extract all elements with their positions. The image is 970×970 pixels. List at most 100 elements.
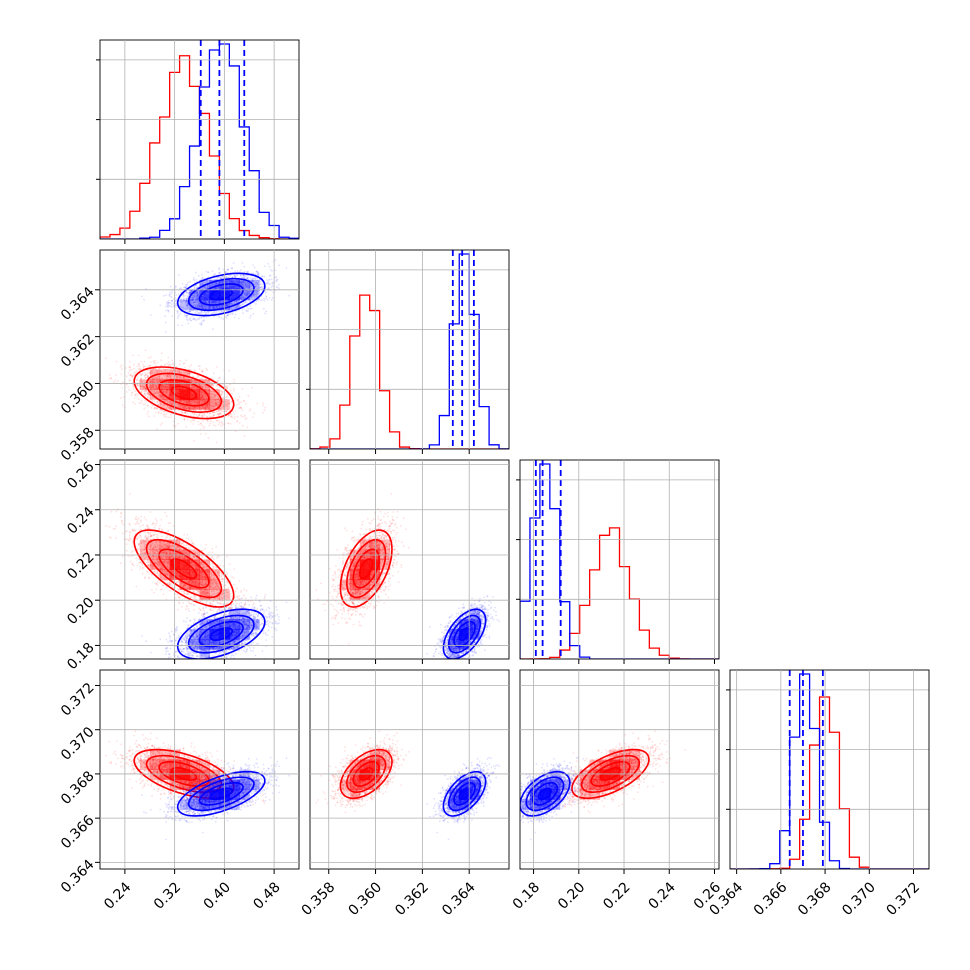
sample-point <box>141 373 144 375</box>
sample-point <box>154 388 157 391</box>
sample-point <box>229 407 232 409</box>
sample-point <box>200 423 203 425</box>
sample-point <box>204 385 207 388</box>
sample-point <box>215 410 218 413</box>
sample-point <box>146 393 149 395</box>
sample-point <box>166 375 169 377</box>
sample-point <box>179 312 182 315</box>
sample-point <box>221 391 224 394</box>
sample-point <box>133 397 136 400</box>
sample-point <box>152 383 155 386</box>
sample-point <box>128 389 130 391</box>
sample-point <box>225 396 227 399</box>
sample-point <box>229 389 232 392</box>
sample-point <box>141 385 144 387</box>
sample-point <box>194 409 197 412</box>
sample-point <box>220 393 223 396</box>
sample-point <box>198 414 201 417</box>
sample-point <box>167 356 170 359</box>
sample-point <box>178 314 181 316</box>
sample-point <box>274 269 277 271</box>
sample-point <box>193 386 196 389</box>
sample-point <box>195 279 198 281</box>
sample-point <box>213 398 216 401</box>
sample-point <box>209 393 212 396</box>
sample-point <box>144 388 147 390</box>
sample-point <box>149 361 152 363</box>
sample-point <box>177 310 179 313</box>
sample-point <box>249 314 252 317</box>
sample-point <box>193 276 195 279</box>
sample-point <box>213 391 216 394</box>
sample-point <box>220 406 223 409</box>
sample-point <box>178 274 180 276</box>
sample-point <box>186 412 189 415</box>
sample-point <box>217 403 220 406</box>
sample-point <box>141 385 144 388</box>
sample-point <box>174 368 177 371</box>
sample-point <box>229 413 232 416</box>
sample-point <box>144 387 147 390</box>
sample-point <box>146 413 149 415</box>
sample-point <box>157 390 160 393</box>
sample-point <box>148 392 150 395</box>
sample-point <box>163 391 165 393</box>
sample-point <box>131 375 134 378</box>
sample-point <box>203 425 206 428</box>
sample-point <box>216 419 219 422</box>
sample-point <box>215 441 218 444</box>
sample-point <box>217 310 220 313</box>
sample-point <box>199 365 201 368</box>
sample-point <box>112 381 115 383</box>
sample-point <box>247 308 250 310</box>
sample-point <box>151 378 154 381</box>
sample-point <box>209 392 212 394</box>
sample-point <box>185 371 187 373</box>
sample-point <box>278 287 280 290</box>
sample-point <box>188 365 191 368</box>
sample-point <box>146 391 149 394</box>
sample-point <box>152 386 155 389</box>
sample-point <box>188 318 191 320</box>
sample-point <box>129 374 132 376</box>
sample-point <box>233 381 236 383</box>
sample-point <box>200 383 203 386</box>
sample-point <box>239 406 242 409</box>
sample-point <box>232 388 235 390</box>
sample-point <box>217 410 220 413</box>
sample-point <box>165 416 168 418</box>
sample-point <box>176 403 179 406</box>
sample-point <box>155 386 158 389</box>
sample-point <box>177 324 179 326</box>
sample-point <box>211 397 214 399</box>
sample-point <box>203 319 206 322</box>
sample-point <box>196 376 198 379</box>
sample-point <box>199 433 202 435</box>
sample-point <box>212 383 215 386</box>
sample-point <box>192 423 195 425</box>
sample-point <box>196 381 198 383</box>
sample-point <box>285 267 288 269</box>
sample-point <box>152 368 155 370</box>
sample-point <box>144 403 147 406</box>
sample-point <box>220 393 222 396</box>
sample-point <box>121 381 124 383</box>
sample-point <box>212 378 214 380</box>
sample-point <box>132 388 135 391</box>
sample-point <box>180 377 183 379</box>
sample-point <box>158 404 161 407</box>
sample-point <box>211 270 214 273</box>
sample-point <box>156 401 158 404</box>
sample-point <box>201 370 204 373</box>
sample-point <box>201 385 204 388</box>
sample-point <box>218 392 221 394</box>
sample-point <box>156 380 159 383</box>
sample-point <box>139 368 142 370</box>
sample-point <box>154 379 157 382</box>
sample-point <box>132 354 134 357</box>
sample-point <box>234 270 237 272</box>
sample-point <box>185 425 188 428</box>
histogram-panel-0 <box>96 39 300 244</box>
sample-point <box>225 401 228 403</box>
sample-point <box>189 420 192 422</box>
